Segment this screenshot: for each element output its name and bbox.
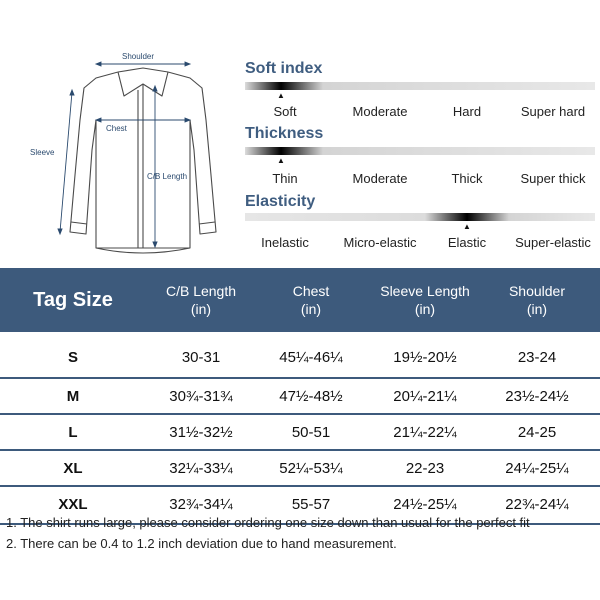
elasticity-title: Elasticity	[245, 193, 316, 210]
elasticity-gradient-bar	[245, 213, 595, 221]
shirt-diagram: Shoulder Chest C/B Length Sleeve	[0, 0, 240, 260]
unit-label: (in)	[190, 301, 212, 317]
sleeve-cell: 19½-20½	[393, 348, 457, 366]
row-divider	[0, 523, 600, 525]
cb-length-cell: 30¾-31¾	[169, 387, 233, 405]
elasticity-option: Elastic	[447, 235, 487, 250]
cb-length-header: C/B Length (in)	[146, 268, 256, 332]
table-header: Tag Size C/B Length (in) Chest (in) Slee…	[0, 268, 600, 332]
index-gradient-fill	[245, 82, 595, 90]
thickness-option: Super thick	[520, 171, 586, 186]
soft-index-option: Moderate	[352, 104, 408, 119]
tag-size-header: Tag Size	[33, 289, 113, 311]
chest-header-label: Chest	[292, 283, 330, 299]
sleeve-length-header-label: Sleeve Length	[380, 283, 470, 299]
row-divider	[0, 377, 600, 379]
unit-label: (in)	[414, 301, 436, 317]
cb-length-dimension-label: C/B Length	[147, 172, 188, 181]
chest-cell: 45¼-46¼	[279, 348, 343, 366]
shoulder-dimension-label: Shoulder	[122, 52, 155, 61]
size-cell: M	[66, 387, 80, 405]
shoulder-cell: 24-25	[517, 423, 557, 441]
shoulder-cell: 23½-24½	[505, 387, 569, 405]
shirt-outline-illustration	[57, 61, 217, 254]
soft-index-option: Super hard	[520, 104, 586, 119]
cb-length-cell: 30-31	[181, 348, 221, 366]
sleeve-cell: 20¼-21¼	[393, 387, 457, 405]
thickness-marker-icon: ▲	[277, 156, 285, 165]
thickness-title: Thickness	[245, 125, 324, 142]
chest-header: Chest (in)	[256, 268, 366, 332]
table-row: M 30¾-31¾ 47½-48½ 20¼-21¼ 23½-24½	[0, 381, 600, 411]
index-gradient-fill	[245, 213, 595, 221]
chest-cell: 52¼-53¼	[279, 459, 343, 477]
sleeve-length-header: Sleeve Length (in)	[366, 268, 484, 332]
chest-dimension-label: Chest	[106, 124, 127, 133]
thickness-gradient-bar	[245, 147, 595, 155]
soft-index-section: Soft index ▲ Soft Moderate Hard Super ha…	[245, 60, 595, 122]
shoulder-cell: 22¾-24¼	[505, 495, 569, 513]
soft-index-gradient-bar	[245, 82, 595, 90]
cb-length-cell: 32¼-33¼	[169, 459, 233, 477]
thickness-option: Moderate	[352, 171, 408, 186]
elasticity-option: Micro-elastic	[343, 235, 417, 250]
sleeve-cell: 21¼-22¼	[393, 423, 457, 441]
index-gradient-fill	[245, 147, 595, 155]
size-cell: XXL	[58, 495, 88, 513]
unit-label: (in)	[526, 301, 548, 317]
size-notes: 1. The shirt runs large, please consider…	[6, 512, 530, 554]
elasticity-marker-icon: ▲	[463, 222, 471, 231]
size-cell: L	[68, 423, 78, 441]
shoulder-cell: 23-24	[517, 348, 557, 366]
chest-cell: 50-51	[291, 423, 331, 441]
cb-length-header-label: C/B Length	[165, 283, 237, 299]
cb-length-cell: 32¾-34¼	[169, 495, 233, 513]
table-row: S 30-31 45¼-46¼ 19½-20½ 23-24	[0, 342, 600, 372]
elasticity-option: Inelastic	[261, 235, 309, 250]
note-line: 2. There can be 0.4 to 1.2 inch deviatio…	[6, 536, 397, 551]
size-cell: S	[67, 348, 78, 366]
chest-cell: 55-57	[291, 495, 331, 513]
sleeve-cell: 22-23	[405, 459, 445, 477]
shoulder-header: Shoulder (in)	[484, 268, 590, 332]
chest-cell: 47½-48½	[279, 387, 343, 405]
elasticity-option: Super-elastic	[515, 235, 591, 250]
table-row: XXL 32¾-34¼ 55-57 24½-25¼ 22¾-24¼	[0, 489, 600, 519]
row-divider	[0, 413, 600, 415]
shoulder-header-label: Shoulder	[508, 283, 566, 299]
thickness-option: Thick	[451, 171, 483, 186]
table-row: XL 32¼-33¼ 52¼-53¼ 22-23 24¼-25¼	[0, 453, 600, 483]
cb-length-cell: 31½-32½	[169, 423, 233, 441]
table-row: L 31½-32½ 50-51 21¼-22¼ 24-25	[0, 417, 600, 447]
soft-index-option: Soft	[273, 104, 297, 119]
soft-index-option: Hard	[452, 104, 482, 119]
note-line: 1. The shirt runs large, please consider…	[6, 515, 530, 530]
size-cell: XL	[63, 459, 83, 477]
shoulder-cell: 24¼-25¼	[505, 459, 569, 477]
elasticity-section: Elasticity ▲ Inelastic Micro-elastic Ela…	[245, 193, 595, 255]
row-divider	[0, 485, 600, 487]
sleeve-dimension-label: Sleeve	[30, 148, 55, 157]
thickness-option: Thin	[272, 171, 298, 186]
thickness-section: Thickness ▲ Thin Moderate Thick Super th…	[245, 125, 595, 187]
sleeve-cell: 24½-25¼	[393, 495, 457, 513]
row-divider	[0, 449, 600, 451]
soft-index-marker-icon: ▲	[277, 91, 285, 100]
unit-label: (in)	[300, 301, 322, 317]
soft-index-title: Soft index	[245, 60, 323, 77]
